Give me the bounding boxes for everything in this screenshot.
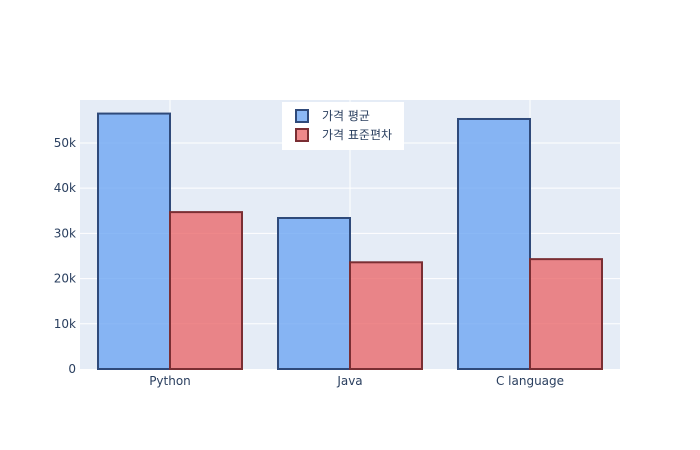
- x-tick-label: Python: [149, 374, 191, 388]
- x-tick-label: C language: [496, 374, 564, 388]
- y-tick-label: 50k: [54, 136, 76, 150]
- bar-series-1-python: [169, 211, 243, 370]
- y-tick-label: 20k: [54, 272, 76, 286]
- y-axis-ticks: 0 10k 20k 30k 40k 50k: [54, 136, 76, 376]
- bar-series-0-python: [97, 112, 171, 371]
- legend-label-series-1: 가격 표준편차: [322, 128, 392, 142]
- x-axis-ticks: Python Java C language: [149, 374, 564, 388]
- legend-label-series-0: 가격 평균: [322, 109, 370, 123]
- bar-series-0-java: [277, 216, 351, 370]
- y-tick-label: 0: [68, 362, 76, 376]
- x-tick-label: Java: [336, 374, 362, 388]
- legend-swatch-series-0: [295, 109, 309, 123]
- y-tick-label: 10k: [54, 317, 76, 331]
- bar-series-0-c-language: [457, 117, 531, 370]
- y-tick-label: 30k: [54, 226, 76, 240]
- bar-series-1-java: [349, 261, 423, 370]
- bars: [97, 112, 603, 371]
- bar-series-1-c-language: [529, 258, 603, 370]
- y-tick-label: 40k: [54, 181, 76, 195]
- legend-swatch-series-1: [295, 128, 309, 142]
- legend: 가격 평균 가격 표준편차: [282, 102, 404, 150]
